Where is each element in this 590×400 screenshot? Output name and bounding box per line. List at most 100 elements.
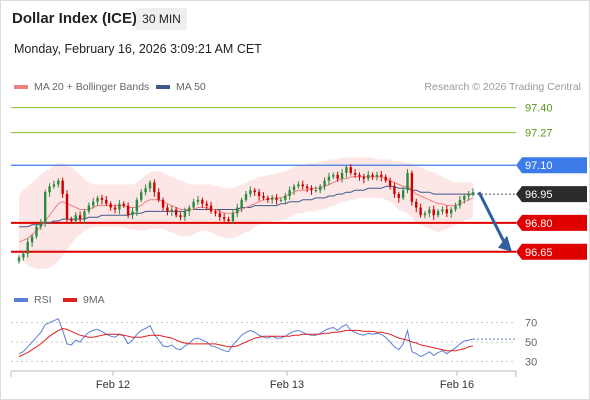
candle-body: [327, 176, 331, 181]
candle-body: [183, 211, 187, 218]
ma20-swatch: [14, 85, 28, 89]
legend-rsi-ma-label: 9MA: [83, 294, 105, 306]
candle-body: [458, 199, 462, 206]
legend-ma50: MA 50: [156, 81, 206, 93]
candle-body: [275, 197, 278, 200]
rsi-ma-line: [18, 327, 474, 357]
level-label-97.10: 97.10: [525, 160, 553, 172]
candle-body: [140, 192, 143, 200]
candle-body: [380, 174, 383, 177]
candle-body: [362, 176, 366, 179]
level-label-97.40: 97.40: [525, 103, 553, 115]
candle-body: [288, 190, 291, 196]
candle-body: [467, 194, 470, 196]
legend-ma20: MA 20 + Bollinger Bands: [14, 81, 149, 93]
candle-body: [257, 192, 261, 196]
forecast-arrow-head: [498, 235, 512, 252]
candle-body: [30, 236, 34, 243]
credit-text: Research © 2026 Trading Central: [424, 81, 581, 93]
level-label-97.27: 97.27: [525, 128, 553, 140]
x-tick-label: Feb 13: [270, 379, 304, 391]
candle-body: [26, 242, 29, 254]
level-tag-97.10: [516, 157, 587, 174]
rsi-tick-50: 50: [525, 337, 537, 349]
rsi-ma-swatch: [63, 298, 77, 302]
candle-body: [266, 197, 270, 200]
forecast-arrow-shaft: [477, 191, 507, 245]
candle-body: [397, 194, 400, 198]
candle-body: [471, 192, 475, 195]
candle-body: [415, 201, 418, 208]
candle-body: [166, 207, 169, 212]
candle-body: [401, 190, 405, 198]
candle-body: [449, 209, 453, 214]
candle-body: [262, 196, 265, 198]
level-label-96.95: 96.95: [525, 189, 553, 201]
candle-body: [113, 207, 117, 210]
candle-body: [100, 197, 104, 200]
rsi-line: [18, 318, 474, 358]
bollinger-band: [19, 157, 473, 270]
timestamp: Monday, February 16, 2026 3:09:21 AM CET: [14, 42, 262, 56]
instrument-title: Dollar Index (ICE): [12, 10, 138, 27]
candle-body: [196, 199, 200, 202]
candle-body: [428, 209, 431, 214]
legend-rsi: RSI: [14, 294, 52, 306]
candle-body: [353, 172, 357, 175]
candle-body: [174, 209, 178, 216]
candle-body: [310, 188, 313, 191]
level-label-96.65: 96.65: [525, 247, 553, 259]
candle-body: [332, 174, 335, 177]
candle-body: [17, 257, 21, 262]
candle-body: [384, 176, 387, 181]
candle-body: [122, 203, 125, 206]
candle-body: [35, 226, 38, 237]
timeframe-button[interactable]: 30 MIN: [136, 8, 187, 30]
candle-body: [279, 199, 283, 201]
level-tag-96.80: [516, 214, 587, 231]
candle-body: [253, 190, 256, 193]
x-tick-label: Feb 16: [440, 379, 474, 391]
candle-body: [406, 172, 409, 191]
candle-body: [87, 205, 91, 212]
legend-rsi-ma: 9MA: [63, 294, 105, 306]
candle-body: [61, 180, 64, 195]
candle-body: [209, 205, 213, 212]
candle-body: [249, 190, 252, 195]
candle-body: [349, 167, 352, 173]
candle-body: [83, 211, 86, 220]
candle-body: [314, 190, 318, 192]
candle-body: [410, 172, 414, 202]
x-tick-label: Feb 12: [96, 379, 130, 391]
candle-body: [109, 203, 112, 208]
candle-body: [371, 174, 374, 177]
candle-body: [170, 209, 173, 212]
ma20-line: [18, 176, 474, 243]
rsi-swatch: [14, 298, 28, 302]
candle-body: [236, 207, 239, 214]
candle-body: [388, 180, 392, 187]
candle-body: [65, 194, 69, 220]
candle-body: [126, 205, 130, 216]
candle-body: [423, 213, 427, 216]
candle-body: [214, 211, 217, 214]
legend-rsi-label: RSI: [34, 294, 52, 306]
candle-body: [43, 192, 47, 223]
candle-body: [188, 207, 191, 212]
candle-body: [292, 186, 296, 191]
candle-body: [336, 174, 339, 179]
candle-body: [52, 184, 56, 187]
level-tag-96.95: [516, 186, 587, 203]
candle-body: [305, 186, 309, 189]
candle-body: [358, 174, 361, 177]
candle-body: [70, 219, 73, 221]
candle-body: [96, 197, 99, 202]
candle-body: [105, 199, 108, 204]
candle-body: [301, 184, 304, 187]
rsi-tick-30: 30: [525, 356, 537, 368]
candle-body: [270, 197, 274, 200]
candle-body: [340, 172, 344, 179]
legend-ma20-label: MA 20 + Bollinger Bands: [34, 81, 150, 93]
